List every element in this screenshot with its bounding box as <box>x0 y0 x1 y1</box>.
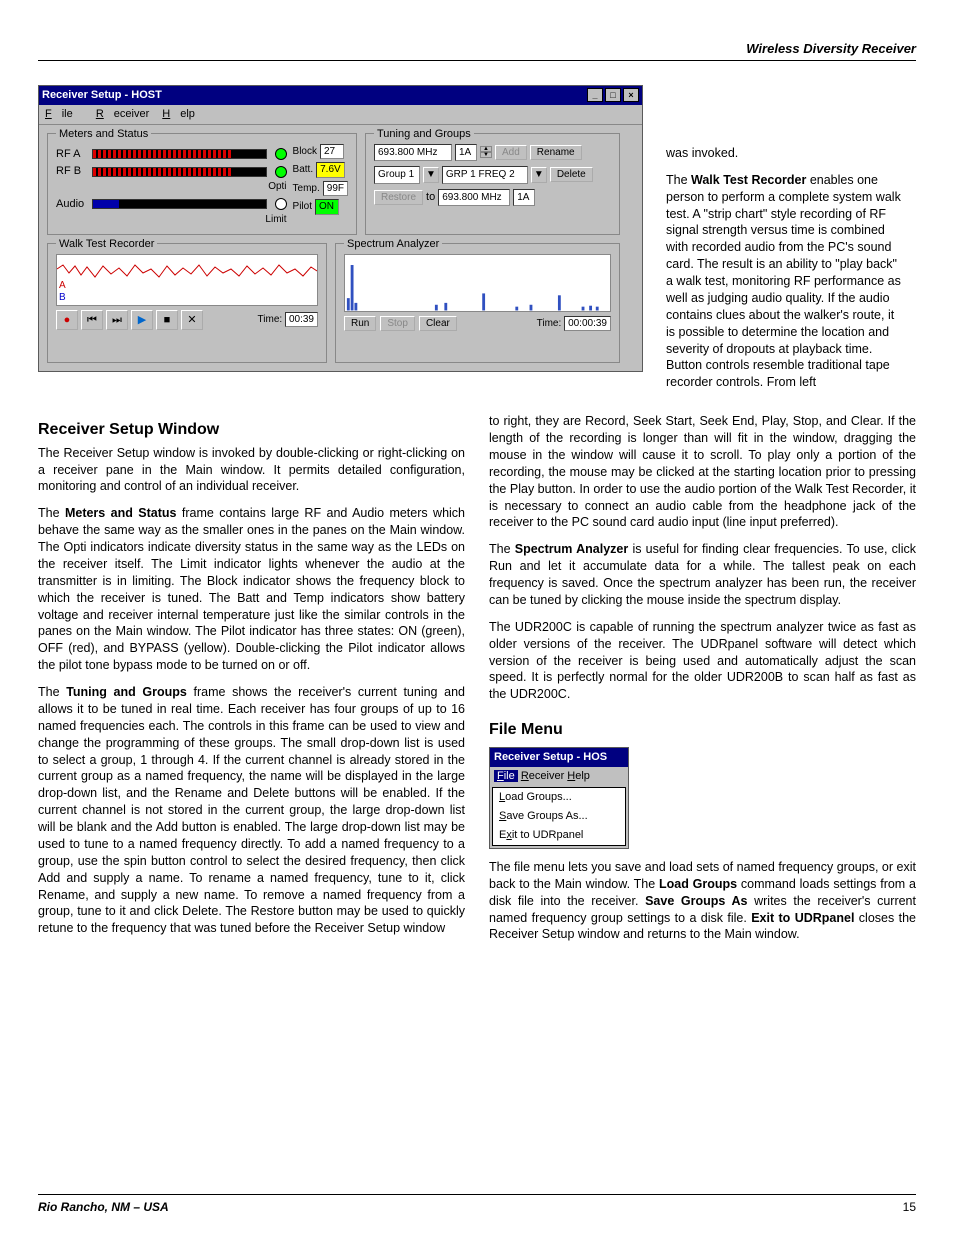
window-titlebar: Receiver Setup - HOST _ □ × <box>39 86 642 105</box>
block-label: Block <box>293 145 317 159</box>
temp-value: 99F <box>323 181 348 197</box>
walk-label: Walk Test Recorder <box>56 237 157 252</box>
para-intro: The Receiver Setup window is invoked by … <box>38 445 465 496</box>
audio-label: Audio <box>56 197 88 212</box>
section-heading-setup: Receiver Setup Window <box>38 419 465 441</box>
run-button[interactable]: Run <box>344 316 376 331</box>
group-dropdown-icon[interactable]: ▼ <box>423 167 439 183</box>
file-menu-screenshot: Receiver Setup - HOS File Receiver Help … <box>489 747 629 849</box>
para-meters: The Meters and Status frame contains lar… <box>38 505 465 674</box>
freq-spinner[interactable]: ▲▼ <box>480 146 492 158</box>
add-button[interactable]: Add <box>495 145 527 160</box>
fm-titlebar: Receiver Setup - HOS <box>490 748 628 767</box>
para-udr200c: The UDR200C is capable of running the sp… <box>489 619 916 703</box>
page-header: Wireless Diversity Receiver <box>38 40 916 61</box>
stop-button[interactable]: ■ <box>156 310 178 330</box>
para-filemenu: The file menu lets you save and load set… <box>489 859 916 943</box>
header-title: Wireless Diversity Receiver <box>746 41 916 56</box>
batt-value: 7.6V <box>316 162 345 178</box>
fm-save-item[interactable]: Save Groups As... <box>493 807 625 826</box>
titlebar-text: Receiver Setup - HOST <box>42 88 162 103</box>
batt-label: Batt. <box>293 163 314 177</box>
minimize-icon[interactable]: _ <box>587 88 603 102</box>
named-freq-select[interactable]: GRP 1 FREQ 2 <box>442 166 528 184</box>
footer-page-number: 15 <box>903 1199 916 1215</box>
restore-button[interactable]: Restore <box>374 190 423 205</box>
walk-test-group: Walk Test Recorder A B ● ⏮ ⏭ ▶ ■ ✕ Time:… <box>47 243 327 363</box>
fm-load-item[interactable]: Load Groups... <box>493 788 625 807</box>
restore-freq: 693.800 MHz <box>438 189 510 207</box>
right-text-1: was invoked. <box>666 145 906 162</box>
walk-time-label: Time: <box>258 314 283 325</box>
close-icon[interactable]: × <box>623 88 639 102</box>
audio-meter <box>92 199 267 209</box>
footer-location: Rio Rancho, NM – USA <box>38 1199 169 1215</box>
temp-label: Temp. <box>293 182 320 196</box>
receiver-setup-window: Receiver Setup - HOST _ □ × File Receive… <box>38 85 643 372</box>
para-spectrum: The Spectrum Analyzer is useful for find… <box>489 541 916 609</box>
block-value: 27 <box>320 144 344 160</box>
rfb-meter <box>92 167 267 177</box>
maximize-icon[interactable]: □ <box>605 88 621 102</box>
play-button[interactable]: ▶ <box>131 310 153 330</box>
group-select[interactable]: Group 1 <box>374 166 420 184</box>
right-text-2: The Walk Test Recorder enables one perso… <box>666 172 906 391</box>
fm-exit-item[interactable]: Exit to UDRpanel <box>493 826 625 845</box>
spec-time-value: 00:00:39 <box>564 316 611 331</box>
spec-time-label: Time: <box>537 318 562 329</box>
chan-field[interactable]: 1A <box>455 144 477 162</box>
limit-label: Limit <box>265 214 286 225</box>
spectrum-label: Spectrum Analyzer <box>344 237 442 252</box>
spec-clear-button[interactable]: Clear <box>419 316 457 331</box>
seek-start-button[interactable]: ⏮ <box>81 310 103 330</box>
record-button[interactable]: ● <box>56 310 78 330</box>
meters-status-group: Meters and Status RF A RF B <box>47 133 357 236</box>
tuning-label: Tuning and Groups <box>374 127 474 142</box>
named-dropdown-icon[interactable]: ▼ <box>531 167 547 183</box>
rfb-opti-led <box>275 166 287 178</box>
clear-button[interactable]: ✕ <box>181 310 203 330</box>
fm-file-highlighted[interactable]: File <box>494 770 518 782</box>
para-tuning: The Tuning and Groups frame shows the re… <box>38 684 465 937</box>
para-walk-cont: to right, they are Record, Seek Start, S… <box>489 413 916 531</box>
pilot-label: Pilot <box>293 200 312 214</box>
meters-label: Meters and Status <box>56 127 151 142</box>
seek-end-button[interactable]: ⏭ <box>106 310 128 330</box>
fm-help[interactable]: Help <box>567 770 590 782</box>
menu-receiver[interactable]: Receiver <box>96 108 149 120</box>
spectrum-chart[interactable] <box>344 254 611 312</box>
rfa-label: RF A <box>56 147 88 162</box>
walk-chart[interactable]: A B <box>56 254 318 306</box>
opti-label: Opti <box>268 181 286 192</box>
freq-field[interactable]: 693.800 MHz <box>374 144 452 162</box>
spec-stop-button[interactable]: Stop <box>380 316 415 331</box>
spectrum-group: Spectrum Analyzer Run Stop Clear Time: 0… <box>335 243 620 363</box>
rfb-label: RF B <box>56 164 88 179</box>
limit-led <box>275 198 287 210</box>
menu-file[interactable]: File <box>45 108 83 120</box>
menubar: File Receiver Help <box>39 105 642 125</box>
restore-chan essel: 1A <box>513 189 535 207</box>
delete-button[interactable]: Delete <box>550 167 593 182</box>
fm-receiver[interactable]: Receiver <box>521 770 564 782</box>
rfa-meter <box>92 149 267 159</box>
to-label: to <box>426 190 435 205</box>
walk-time-value: 00:39 <box>285 312 318 327</box>
menu-help[interactable]: Help <box>162 108 195 120</box>
rfa-opti-led <box>275 148 287 160</box>
rename-button[interactable]: Rename <box>530 145 582 160</box>
walk-b-label: B <box>59 291 66 305</box>
section-heading-filemenu: File Menu <box>489 719 916 741</box>
pilot-value[interactable]: ON <box>315 199 339 215</box>
tuning-groups-group: Tuning and Groups 693.800 MHz 1A ▲▼ Add … <box>365 133 620 236</box>
page-footer: Rio Rancho, NM – USA 15 <box>38 1194 916 1215</box>
